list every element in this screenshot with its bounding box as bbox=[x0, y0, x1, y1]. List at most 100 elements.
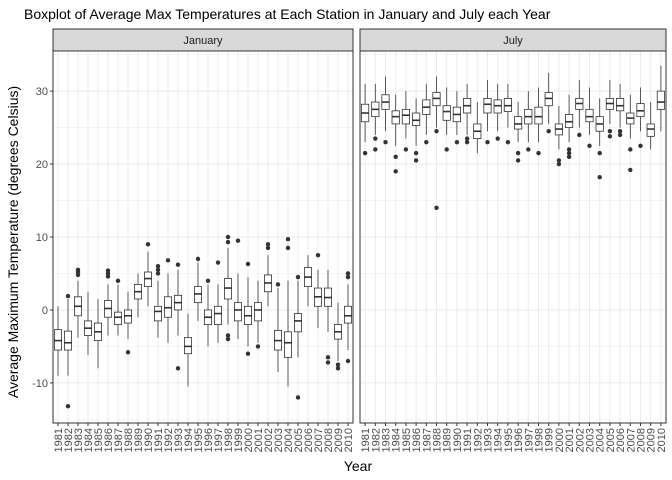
outlier-point bbox=[434, 129, 439, 134]
x-tick-label: 1995 bbox=[193, 428, 205, 452]
x-tick-label: 1983 bbox=[381, 428, 393, 452]
x-tick-label: 2003 bbox=[585, 428, 597, 452]
box-january-1983 bbox=[74, 267, 83, 338]
outlier-point bbox=[464, 136, 470, 141]
x-tick-label: 2001 bbox=[564, 428, 576, 452]
outlier-point bbox=[556, 158, 562, 163]
outlier-point bbox=[155, 271, 161, 276]
box-iqr bbox=[253, 302, 262, 322]
outlier-point bbox=[175, 262, 181, 267]
y-tick-label: -10 bbox=[32, 378, 48, 390]
box-iqr bbox=[656, 90, 665, 110]
box-iqr bbox=[412, 112, 421, 126]
outlier-point bbox=[65, 293, 71, 299]
x-tick-label: 2010 bbox=[656, 428, 668, 452]
outlier-point bbox=[597, 174, 602, 180]
outlier-point bbox=[335, 362, 341, 367]
box-july-1989 bbox=[442, 87, 451, 152]
outlier-point bbox=[413, 158, 419, 163]
x-tick-label: 2008 bbox=[323, 428, 335, 452]
outlier-point bbox=[373, 147, 378, 152]
box-july-2007 bbox=[626, 94, 635, 173]
outlier-point bbox=[215, 260, 221, 265]
x-tick-label: 1982 bbox=[370, 428, 382, 452]
outlier-point bbox=[556, 161, 562, 167]
box-iqr bbox=[283, 331, 292, 358]
box-july-1992 bbox=[473, 102, 482, 154]
outlier-point bbox=[165, 258, 171, 263]
x-tick-label: 2009 bbox=[333, 428, 345, 452]
box-july-1997 bbox=[524, 91, 533, 152]
box-iqr bbox=[616, 98, 625, 112]
outlier-point bbox=[265, 242, 271, 247]
outlier-point bbox=[195, 256, 201, 262]
x-tick-label: 1991 bbox=[462, 428, 474, 452]
box-july-2005 bbox=[605, 80, 614, 139]
y-tick-label: 10 bbox=[36, 232, 48, 244]
outlier-point bbox=[628, 147, 633, 152]
x-tick-label: 1986 bbox=[103, 428, 115, 452]
x-tick-label: 2004 bbox=[283, 428, 295, 452]
outlier-point bbox=[495, 136, 500, 141]
box-january-1987 bbox=[114, 278, 123, 336]
x-tick-label: 2005 bbox=[293, 428, 305, 452]
x-tick-label: 2003 bbox=[273, 428, 285, 452]
box-july-1982 bbox=[371, 83, 380, 152]
outlier-point bbox=[335, 366, 341, 371]
box-january-1982 bbox=[64, 293, 73, 409]
outlier-point bbox=[434, 205, 439, 211]
box-july-1990 bbox=[452, 91, 461, 145]
outlier-point bbox=[515, 150, 521, 156]
box-july-1999 bbox=[544, 72, 553, 134]
box-january-1990 bbox=[143, 242, 152, 307]
box-july-1984 bbox=[391, 94, 400, 174]
box-iqr bbox=[483, 98, 492, 114]
x-tick-label: 1989 bbox=[442, 428, 454, 452]
box-july-2006 bbox=[616, 83, 625, 138]
outlier-point bbox=[617, 132, 623, 138]
outlier-point bbox=[393, 154, 398, 159]
outlier-point bbox=[265, 245, 271, 251]
box-january-1999 bbox=[233, 238, 242, 340]
outlier-point bbox=[325, 355, 331, 360]
box-july-2000 bbox=[554, 105, 563, 167]
x-axis-title: Year bbox=[344, 458, 373, 474]
x-tick-label: 2002 bbox=[263, 428, 275, 452]
outlier-point bbox=[325, 360, 331, 365]
facet-strip-label: July bbox=[503, 35, 523, 47]
outlier-point bbox=[155, 263, 161, 269]
x-tick-label: 1985 bbox=[401, 428, 413, 452]
box-january-2002 bbox=[263, 242, 272, 307]
x-tick-label: 2009 bbox=[646, 428, 658, 452]
box-july-1986 bbox=[412, 98, 421, 163]
box-july-2008 bbox=[636, 87, 645, 149]
outlier-point bbox=[617, 129, 623, 134]
outlier-point bbox=[373, 136, 378, 141]
box-january-1988 bbox=[124, 291, 133, 355]
box-iqr bbox=[534, 106, 543, 125]
outlier-point bbox=[105, 268, 111, 273]
x-tick-label: 1990 bbox=[452, 428, 464, 452]
box-january-1996 bbox=[203, 278, 212, 347]
outlier-point bbox=[295, 274, 301, 280]
outlier-point bbox=[245, 351, 251, 356]
box-iqr bbox=[64, 330, 73, 351]
x-tick-label: 2004 bbox=[595, 428, 607, 452]
x-tick-label: 1996 bbox=[513, 428, 525, 452]
box-iqr bbox=[401, 108, 410, 125]
outlier-point bbox=[75, 267, 81, 273]
box-july-2002 bbox=[575, 80, 584, 138]
x-tick-label: 1995 bbox=[503, 428, 515, 452]
box-january-1992 bbox=[163, 258, 172, 343]
x-tick-label: 1989 bbox=[133, 428, 145, 452]
box-january-2009 bbox=[333, 302, 342, 371]
x-tick-label: 1986 bbox=[411, 428, 423, 452]
outlier-point bbox=[546, 129, 551, 134]
box-july-2001 bbox=[565, 94, 574, 159]
x-tick-label: 1983 bbox=[73, 428, 85, 452]
plot-area: January198119821983198419851986198719881… bbox=[32, 28, 668, 452]
box-iqr bbox=[213, 305, 222, 325]
box-iqr bbox=[343, 305, 352, 324]
box-iqr bbox=[293, 313, 302, 333]
